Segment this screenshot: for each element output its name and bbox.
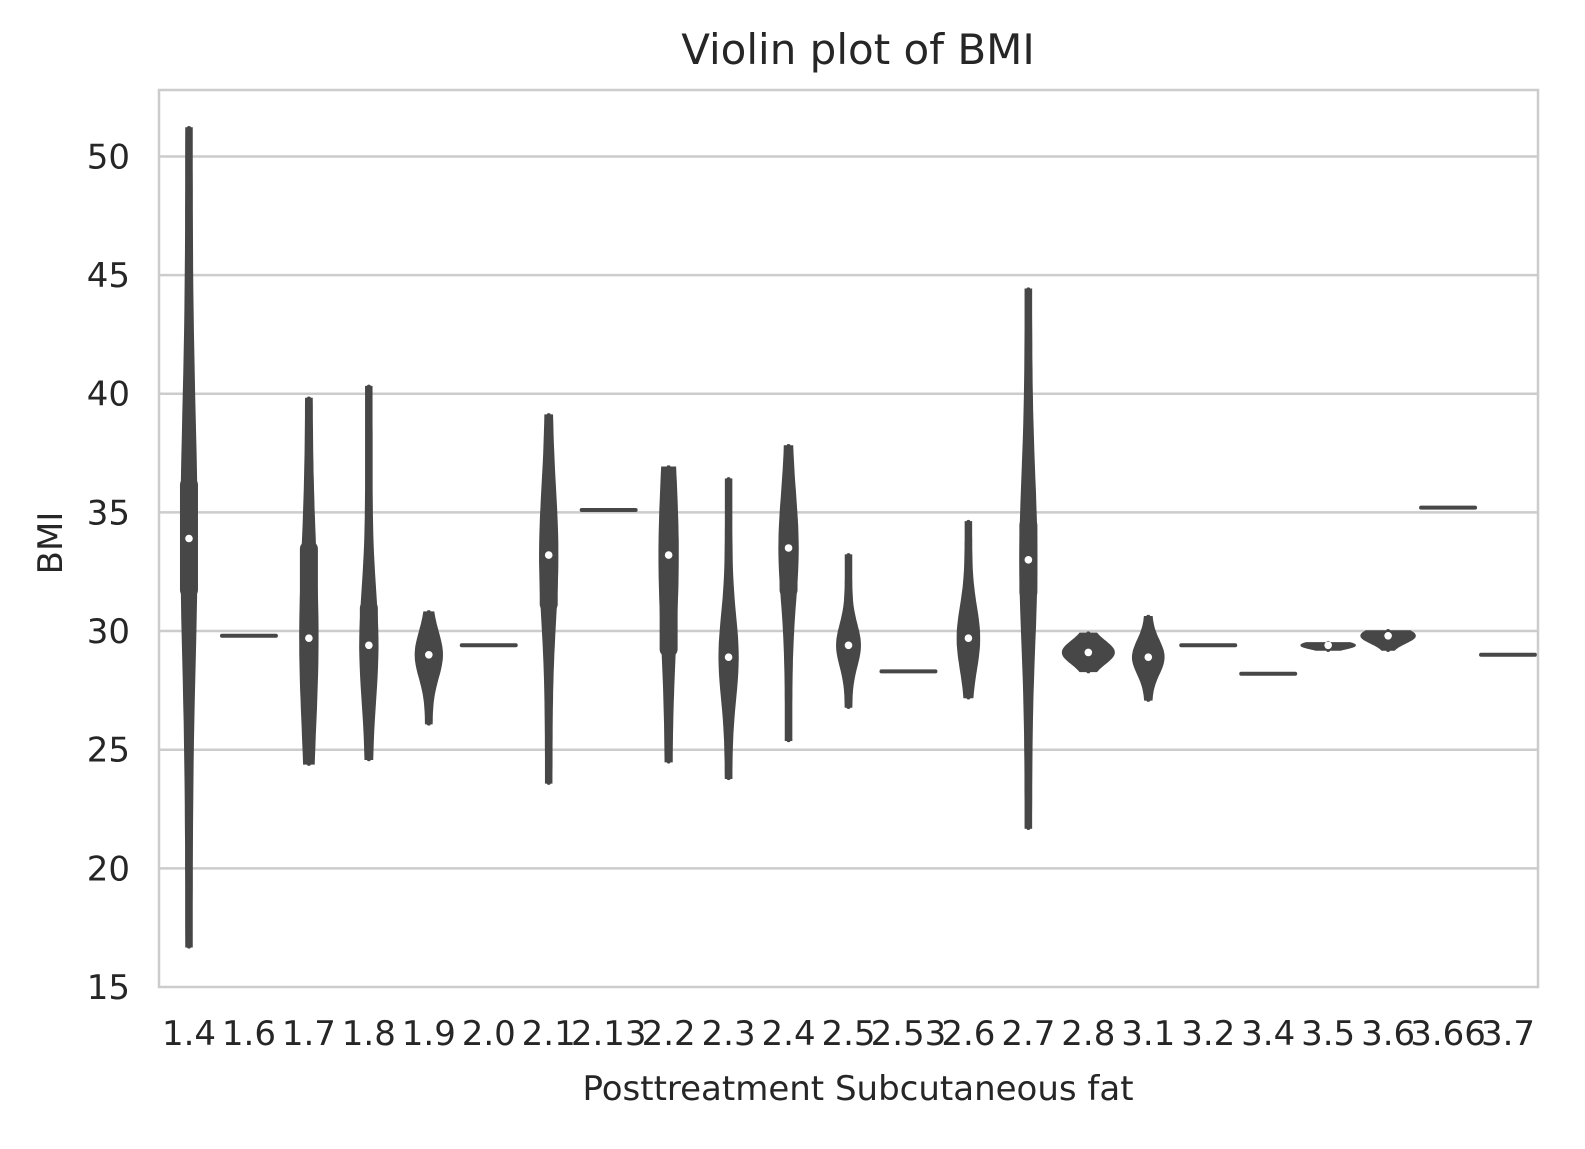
violin-1.9 bbox=[414, 610, 443, 726]
violin-median-dot bbox=[664, 551, 673, 559]
violin-iqr-box bbox=[719, 631, 738, 670]
x-tick-label: 2.13 bbox=[571, 1014, 647, 1054]
x-tick-label: 1.6 bbox=[222, 1014, 276, 1054]
violin-2.3 bbox=[718, 477, 739, 781]
violin-median-dot bbox=[1144, 653, 1153, 661]
y-tick-label: 25 bbox=[87, 731, 130, 771]
violin-3.6 bbox=[1360, 629, 1416, 653]
x-tick-labels: 1.4 1.6 1.7 1.8 1.9 2.0 2.12.132.2 2.3 2.4 2.52.5… bbox=[162, 1014, 1535, 1054]
violin-iqr-box bbox=[659, 550, 678, 658]
y-tick-label: 30 bbox=[87, 612, 130, 652]
violin-median-dot bbox=[425, 650, 433, 659]
violin-2.4 bbox=[778, 443, 799, 743]
x-tick-label: 1.4 bbox=[162, 1014, 216, 1054]
x-tick-label: 3.6 bbox=[1361, 1014, 1415, 1054]
violin-median-dot bbox=[185, 534, 193, 543]
y-tick-labels: 15 20 25 30 35 40 45 50 bbox=[87, 137, 130, 1008]
x-tick-label: 2.6 bbox=[941, 1014, 995, 1054]
x-tick-label: 2.4 bbox=[762, 1014, 816, 1054]
y-tick-label: 40 bbox=[87, 375, 130, 415]
violin-median-dot bbox=[724, 653, 733, 661]
x-tick-label: 3.5 bbox=[1301, 1014, 1355, 1054]
violin-2.1 bbox=[539, 413, 559, 785]
violin-iqr-box bbox=[299, 540, 318, 646]
y-tick-label: 45 bbox=[87, 256, 130, 296]
violin-median-dot bbox=[964, 634, 973, 642]
violin-1.8 bbox=[359, 384, 379, 762]
violin-2.8 bbox=[1061, 631, 1115, 674]
violin-median-dot bbox=[1084, 648, 1093, 657]
violin-3.1 bbox=[1131, 614, 1165, 702]
x-tick-label: 2.3 bbox=[702, 1014, 756, 1054]
y-axis-label: BMI bbox=[31, 512, 71, 575]
violin-iqr-box bbox=[539, 540, 558, 613]
x-tick-label: 3.7 bbox=[1481, 1014, 1535, 1054]
violin-median-dot bbox=[1024, 556, 1033, 564]
x-tick-label: 1.7 bbox=[282, 1014, 336, 1054]
x-axis-label: Posttreatment Subcutaneous fat bbox=[582, 1069, 1133, 1109]
violin-2.7 bbox=[1019, 287, 1038, 831]
chart-title: Violin plot of BMI bbox=[681, 25, 1035, 74]
y-tick-label: 35 bbox=[87, 493, 130, 533]
x-tick-label: 1.9 bbox=[402, 1014, 456, 1054]
violins bbox=[179, 125, 1538, 949]
violin-iqr-box bbox=[359, 600, 378, 653]
violin-median-dot bbox=[784, 544, 793, 552]
x-tick-label: 2.5 bbox=[821, 1014, 875, 1054]
x-tick-label: 2.1 bbox=[522, 1014, 576, 1054]
violin-1.4 bbox=[179, 125, 198, 949]
violin-iqr-box bbox=[959, 612, 978, 646]
x-tick-label: 3.66 bbox=[1410, 1014, 1486, 1054]
x-tick-label: 2.2 bbox=[642, 1014, 696, 1054]
x-tick-label: 3.4 bbox=[1241, 1014, 1295, 1054]
violin-median-dot bbox=[365, 641, 373, 650]
x-tick-label: 1.8 bbox=[342, 1014, 396, 1054]
violin-median-dot bbox=[1324, 641, 1332, 650]
x-tick-label: 2.53 bbox=[871, 1014, 947, 1054]
y-tick-label: 50 bbox=[87, 137, 130, 177]
violin-median-dot bbox=[1384, 631, 1392, 640]
violin-2.6 bbox=[956, 519, 981, 700]
x-tick-label: 2.8 bbox=[1061, 1014, 1115, 1054]
violin-median-dot bbox=[844, 641, 853, 650]
x-tick-label: 2.0 bbox=[462, 1014, 516, 1054]
x-tick-label: 2.7 bbox=[1001, 1014, 1055, 1054]
violin-3.5 bbox=[1300, 640, 1356, 653]
violin-2.5 bbox=[836, 553, 861, 709]
violin-median-dot bbox=[544, 551, 553, 559]
violin-1.7 bbox=[299, 396, 319, 766]
plot-frame bbox=[157, 88, 1540, 989]
violin-iqr-box bbox=[779, 540, 798, 598]
y-tick-label: 20 bbox=[87, 849, 130, 889]
y-tick-label: 15 bbox=[87, 968, 130, 1008]
x-tick-label: 3.1 bbox=[1121, 1014, 1175, 1054]
violin-median-dot bbox=[305, 634, 313, 642]
violin-2.2 bbox=[658, 465, 679, 764]
x-tick-label: 3.2 bbox=[1181, 1014, 1235, 1054]
